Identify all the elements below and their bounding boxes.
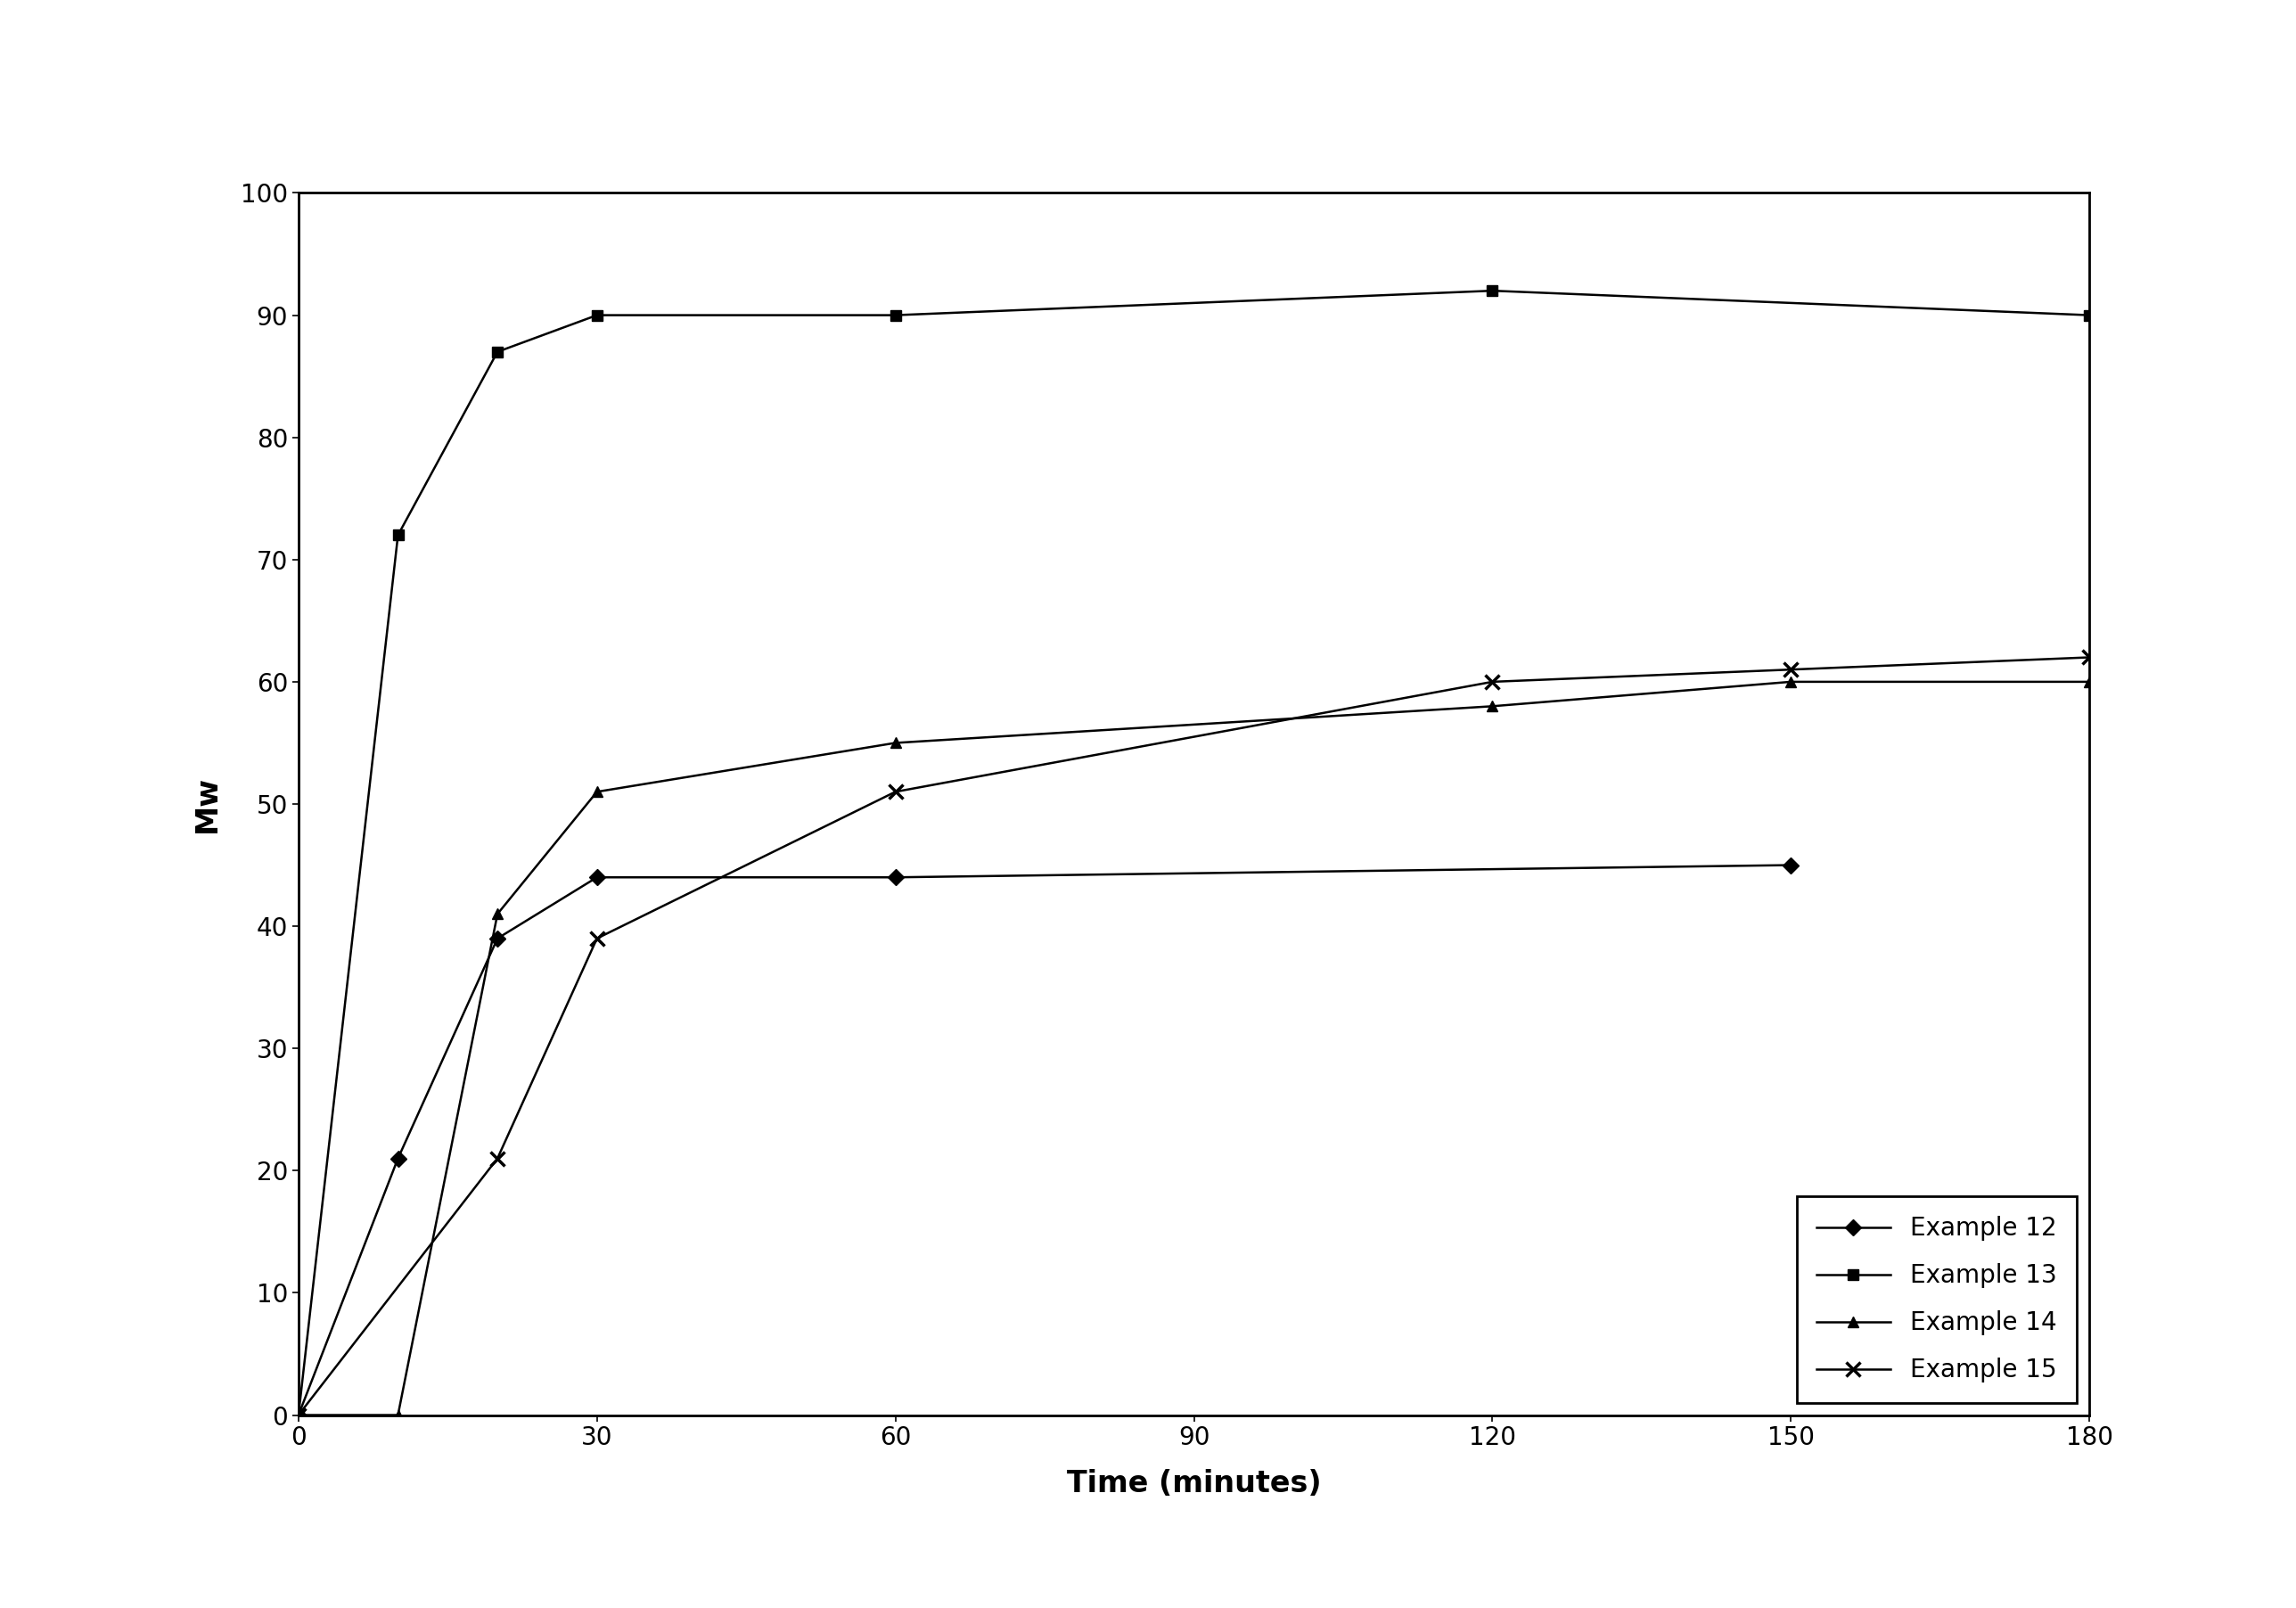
Example 12 bbox=[484, 929, 512, 949]
Example 15 bbox=[2076, 648, 2103, 667]
Example 15 bbox=[1479, 672, 1506, 691]
Example 13 bbox=[383, 526, 411, 545]
Line: Example 14: Example 14 bbox=[294, 677, 2094, 1420]
Example 15 bbox=[285, 1405, 312, 1425]
Example 14 bbox=[484, 904, 512, 923]
Example 12 bbox=[583, 868, 611, 888]
Example 13 bbox=[882, 306, 909, 325]
Example 13 bbox=[583, 306, 611, 325]
Example 14 bbox=[383, 1405, 411, 1425]
Line: Example 15: Example 15 bbox=[292, 651, 2096, 1421]
Y-axis label: Mw: Mw bbox=[193, 775, 223, 833]
Example 14 bbox=[1479, 696, 1506, 716]
X-axis label: Time (minutes): Time (minutes) bbox=[1068, 1470, 1320, 1499]
Example 15 bbox=[484, 1148, 512, 1167]
Example 14 bbox=[2076, 672, 2103, 691]
Example 14 bbox=[583, 781, 611, 801]
Example 12 bbox=[1777, 855, 1805, 875]
Example 15 bbox=[583, 929, 611, 949]
Example 14 bbox=[882, 733, 909, 753]
Example 13 bbox=[1479, 281, 1506, 301]
Example 13 bbox=[484, 343, 512, 362]
Example 13 bbox=[285, 1405, 312, 1425]
Line: Example 13: Example 13 bbox=[294, 285, 2094, 1420]
Example 12 bbox=[285, 1405, 312, 1425]
Example 15 bbox=[882, 781, 909, 801]
Example 14 bbox=[285, 1405, 312, 1425]
Legend: Example 12, Example 13, Example 14, Example 15: Example 12, Example 13, Example 14, Exam… bbox=[1795, 1196, 2078, 1402]
Example 13 bbox=[2076, 306, 2103, 325]
Example 14 bbox=[1777, 672, 1805, 691]
Example 15 bbox=[1777, 659, 1805, 679]
Example 12 bbox=[383, 1148, 411, 1167]
Example 12 bbox=[882, 868, 909, 888]
Line: Example 12: Example 12 bbox=[294, 860, 1795, 1420]
